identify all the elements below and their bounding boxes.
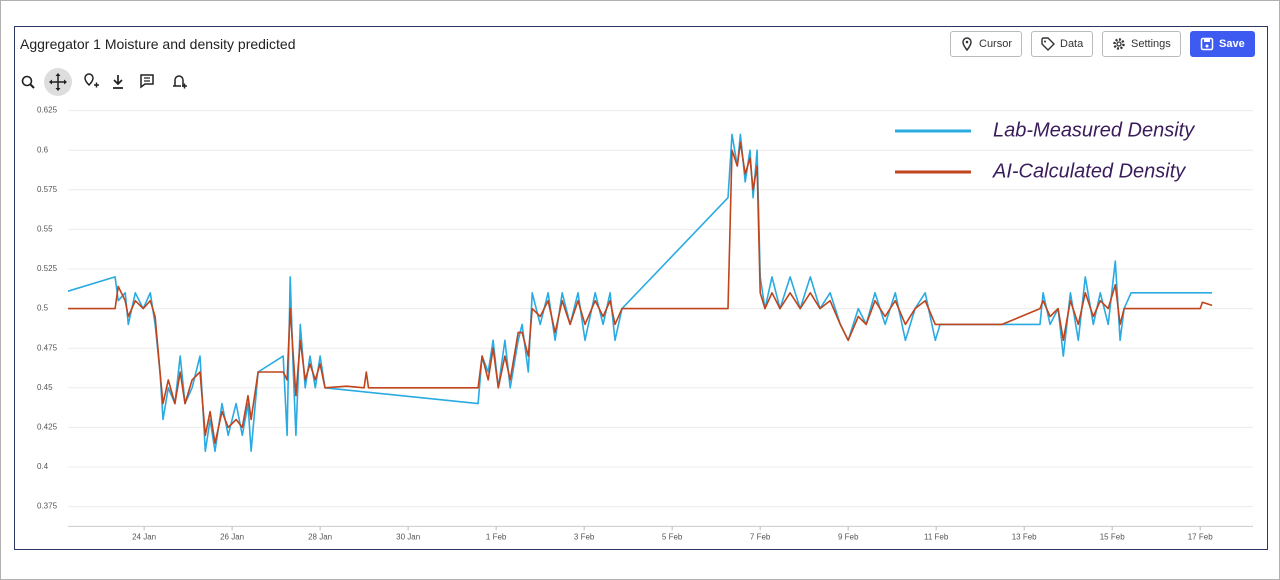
chart-card: Aggregator 1 Moisture and density predic…: [14, 26, 1268, 550]
x-tick-label: 1 Feb: [486, 533, 507, 542]
x-tick-label: 3 Feb: [574, 533, 595, 542]
pan-tool[interactable]: [44, 68, 72, 96]
x-tick-label: 7 Feb: [750, 533, 771, 542]
button-label: Save: [1219, 38, 1245, 50]
gear-icon: [1113, 38, 1125, 50]
alert-tool[interactable]: [173, 75, 187, 89]
x-tick-label: 9 Feb: [838, 533, 859, 542]
y-tick-label: 0.475: [37, 343, 58, 352]
comment-tool[interactable]: [140, 74, 154, 89]
save-icon: [1200, 37, 1214, 51]
x-tick-label: 5 Feb: [662, 533, 683, 542]
pin-icon: [962, 37, 972, 51]
button-label: Cursor: [979, 38, 1013, 50]
x-tick-label: 30 Jan: [396, 533, 420, 542]
download-tool[interactable]: [113, 75, 123, 89]
y-tick-label: 0.375: [37, 502, 58, 511]
x-tick-label: 15 Feb: [1100, 533, 1125, 542]
button-label: Data: [1060, 38, 1084, 50]
y-tick-label: 0.625: [37, 106, 58, 115]
x-tick-label: 13 Feb: [1012, 533, 1037, 542]
button-label: Settings: [1131, 38, 1171, 50]
data-line: [68, 141, 1213, 444]
y-tick-label: 0.5: [37, 304, 49, 313]
x-tick-label: 26 Jan: [220, 533, 244, 542]
y-tick-label: 0.425: [37, 423, 58, 432]
x-tick-label: 24 Jan: [132, 533, 156, 542]
x-tick-label: 28 Jan: [308, 533, 332, 542]
settings-button[interactable]: Settings: [1102, 31, 1181, 57]
legend-label: Lab-Measured Density: [993, 119, 1195, 141]
save-button[interactable]: Save: [1190, 31, 1255, 57]
y-tick-label: 0.6: [37, 145, 49, 154]
y-tick-label: 0.4: [37, 462, 49, 471]
data-line: [67, 133, 1213, 452]
zoom-tool[interactable]: [21, 75, 35, 89]
data-button[interactable]: Data: [1031, 31, 1094, 57]
legend-label: AI-Calculated Density: [992, 160, 1186, 182]
y-tick-label: 0.45: [37, 383, 53, 392]
y-tick-label: 0.575: [37, 185, 58, 194]
cursor-button[interactable]: Cursor: [950, 31, 1023, 57]
chart-title: Aggregator 1 Moisture and density predic…: [20, 36, 296, 52]
y-tick-label: 0.55: [37, 225, 53, 234]
toolbar: [21, 68, 187, 96]
x-tick-label: 17 Feb: [1188, 533, 1213, 542]
add-marker-tool[interactable]: [84, 73, 99, 88]
y-tick-label: 0.525: [37, 264, 58, 273]
x-tick-label: 11 Feb: [924, 533, 949, 542]
tag-icon: [1041, 37, 1055, 51]
